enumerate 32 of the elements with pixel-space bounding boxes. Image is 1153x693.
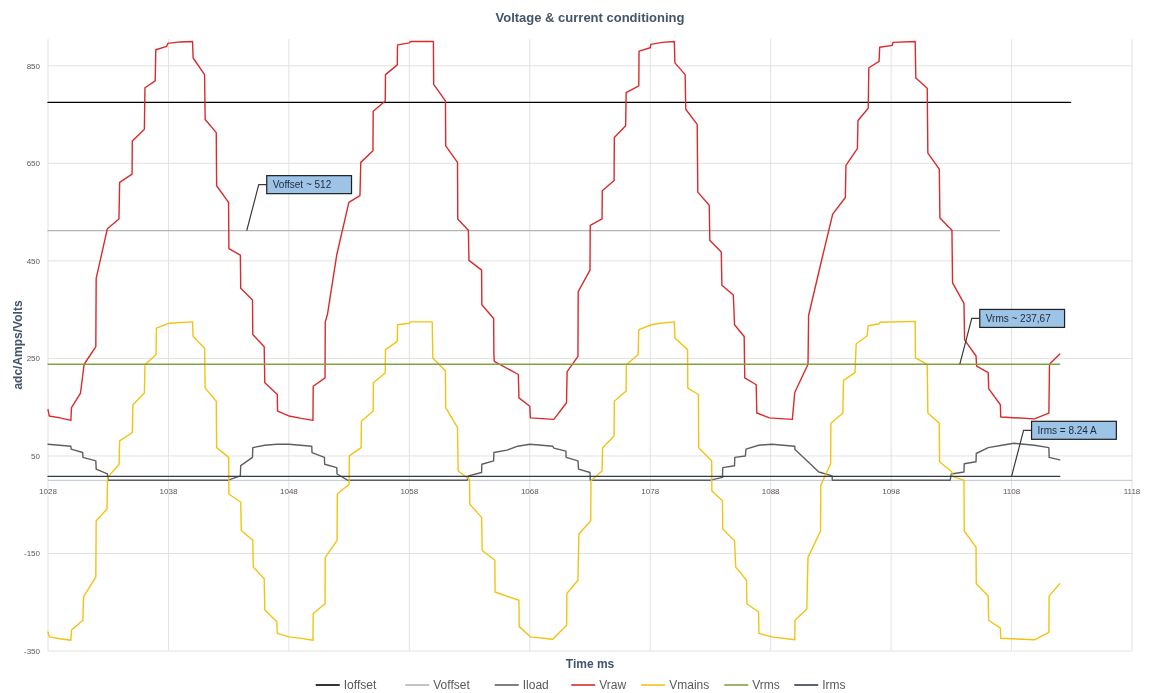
- y-tick-label: 450: [26, 256, 41, 266]
- line-series: [47, 442, 1061, 482]
- x-tick-label: 1078: [641, 487, 660, 497]
- annotation: Voffset ~ 512: [272, 179, 332, 191]
- x-tick-label: 1118: [1123, 487, 1141, 497]
- legend-label: Iload: [522, 678, 549, 693]
- y-axis-title: adc/Amps/Volts: [11, 300, 25, 390]
- chart-title: Voltage & current conditioning: [495, 10, 685, 25]
- line-series: [47, 40, 1061, 422]
- x-tick-label: 1058: [400, 487, 419, 497]
- annotation: Vrms ~ 237,67: [985, 312, 1052, 324]
- x-tick-label: 1028: [39, 487, 58, 497]
- x-tick-label: 1048: [279, 487, 299, 497]
- y-tick-label: 250: [26, 354, 41, 364]
- legend-label: Irms: [822, 678, 846, 693]
- y-tick-label: -350: [23, 646, 41, 656]
- x-tick-label: 1088: [761, 487, 781, 497]
- x-axis-title: Time ms: [565, 657, 615, 671]
- y-tick-label: 50: [31, 451, 41, 461]
- y-tick-label: 650: [26, 159, 41, 169]
- y-tick-label: -150: [23, 549, 41, 559]
- legend-label: Voffset: [433, 678, 471, 693]
- legend-label: Vrms: [752, 678, 780, 693]
- x-tick-label: 1108: [1002, 487, 1021, 497]
- legend-label: Ioffset: [343, 678, 377, 693]
- annotation: Irms = 8.24 A: [1037, 424, 1098, 436]
- y-tick-label: 850: [26, 61, 41, 71]
- x-tick-label: 1098: [882, 487, 901, 497]
- legend-label: Vraw: [599, 678, 627, 693]
- x-tick-label: 1038: [159, 487, 178, 497]
- x-tick-label: 1068: [520, 487, 540, 497]
- legend-label: Vmains: [669, 678, 710, 693]
